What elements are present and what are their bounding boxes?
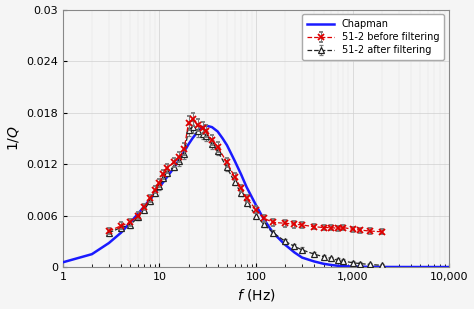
Chapman xyxy=(171,167,176,170)
Chapman xyxy=(200,125,205,129)
Chapman xyxy=(186,142,191,146)
Chapman xyxy=(60,260,66,264)
Chapman xyxy=(261,217,266,221)
Chapman xyxy=(142,204,147,208)
Chapman xyxy=(232,159,237,163)
Chapman xyxy=(367,265,373,269)
Y-axis label: $1/Q$: $1/Q$ xyxy=(6,125,20,151)
Chapman xyxy=(379,265,384,269)
Chapman xyxy=(328,263,334,267)
Chapman xyxy=(340,264,346,268)
Legend: Chapman, 51-2 before filtering, 51-2 after filtering: Chapman, 51-2 before filtering, 51-2 aft… xyxy=(302,15,444,60)
Chapman xyxy=(282,243,288,247)
Chapman xyxy=(190,137,195,140)
Chapman xyxy=(244,185,249,189)
Chapman xyxy=(203,124,209,127)
Chapman xyxy=(215,129,220,133)
Chapman xyxy=(350,265,356,269)
Chapman xyxy=(292,251,297,254)
Chapman xyxy=(311,260,317,263)
Line: Chapman: Chapman xyxy=(63,125,449,267)
Chapman xyxy=(106,241,112,245)
X-axis label: $f$ (Hz): $f$ (Hz) xyxy=(237,287,275,303)
Chapman xyxy=(224,143,230,147)
Chapman xyxy=(299,256,305,260)
Chapman xyxy=(135,212,141,216)
Chapman xyxy=(195,129,201,133)
Chapman xyxy=(209,125,215,129)
Chapman xyxy=(181,150,187,154)
Chapman xyxy=(357,265,363,269)
Chapman xyxy=(147,197,153,201)
Chapman xyxy=(152,191,158,195)
Chapman xyxy=(431,265,437,269)
Chapman xyxy=(219,137,225,140)
Chapman xyxy=(176,158,182,162)
Chapman xyxy=(321,262,327,266)
Chapman xyxy=(253,203,259,207)
Chapman xyxy=(118,231,124,235)
Chapman xyxy=(156,185,162,189)
Chapman xyxy=(417,265,423,269)
Chapman xyxy=(447,265,452,269)
Chapman xyxy=(270,231,276,235)
Chapman xyxy=(238,172,244,176)
Chapman xyxy=(335,264,340,268)
Chapman xyxy=(164,175,170,179)
Chapman xyxy=(128,221,133,224)
Chapman xyxy=(396,265,401,269)
Chapman xyxy=(89,252,95,256)
